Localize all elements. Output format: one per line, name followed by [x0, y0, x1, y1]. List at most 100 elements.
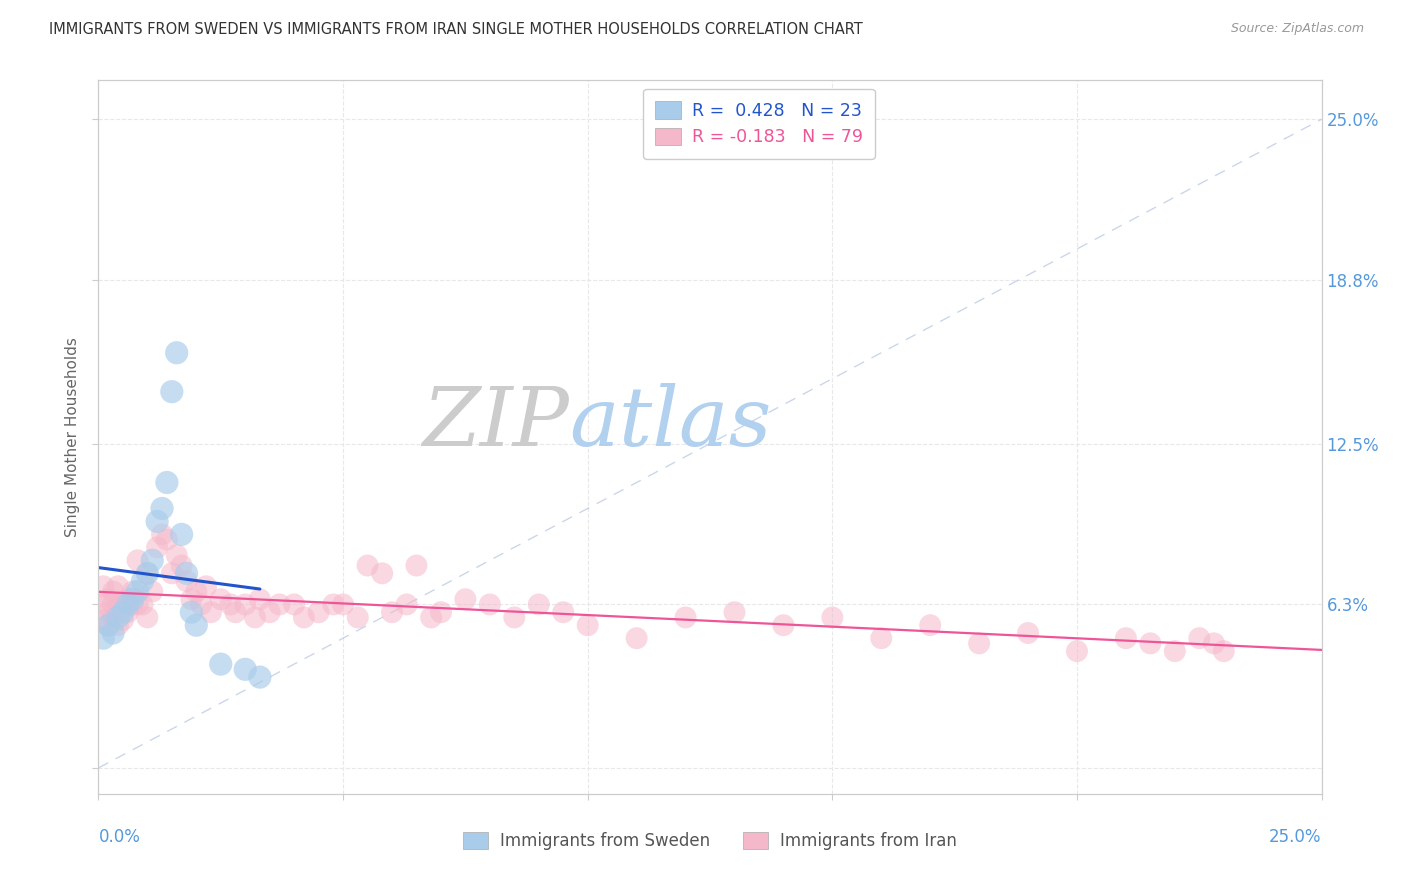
Text: IMMIGRANTS FROM SWEDEN VS IMMIGRANTS FROM IRAN SINGLE MOTHER HOUSEHOLDS CORRELAT: IMMIGRANTS FROM SWEDEN VS IMMIGRANTS FRO… — [49, 22, 863, 37]
Point — [259, 605, 281, 619]
Point — [111, 605, 134, 619]
Point — [131, 574, 153, 588]
Point — [405, 558, 427, 573]
Text: ZIP: ZIP — [422, 383, 569, 463]
Point — [186, 584, 208, 599]
Point — [160, 384, 183, 399]
Point — [97, 592, 120, 607]
Point — [420, 610, 443, 624]
Y-axis label: Single Mother Households: Single Mother Households — [65, 337, 80, 537]
Point — [127, 598, 149, 612]
Point — [371, 566, 394, 581]
Point — [283, 598, 305, 612]
Point — [346, 610, 368, 624]
Point — [553, 605, 575, 619]
Point — [107, 618, 129, 632]
Point — [97, 618, 120, 632]
Point — [166, 345, 188, 359]
Point — [170, 527, 193, 541]
Point — [292, 610, 315, 624]
Point — [141, 584, 163, 599]
Point — [101, 626, 124, 640]
Point — [127, 553, 149, 567]
Point — [136, 610, 159, 624]
Point — [121, 584, 143, 599]
Point — [97, 605, 120, 619]
Point — [200, 605, 222, 619]
Point — [626, 631, 648, 645]
Point — [131, 598, 153, 612]
Point — [166, 548, 188, 562]
Point — [101, 584, 124, 599]
Point — [224, 605, 246, 619]
Point — [107, 598, 129, 612]
Point — [150, 527, 173, 541]
Point — [356, 558, 378, 573]
Point — [219, 598, 242, 612]
Point — [381, 605, 404, 619]
Point — [107, 579, 129, 593]
Point — [1115, 631, 1137, 645]
Point — [503, 610, 526, 624]
Point — [141, 553, 163, 567]
Point — [121, 592, 143, 607]
Point — [478, 598, 501, 612]
Point — [675, 610, 697, 624]
Point — [156, 533, 179, 547]
Point — [1017, 626, 1039, 640]
Point — [101, 598, 124, 612]
Point — [249, 592, 271, 607]
Point — [97, 618, 120, 632]
Point — [430, 605, 453, 619]
Point — [170, 558, 193, 573]
Point — [233, 662, 256, 676]
Point — [91, 631, 114, 645]
Point — [91, 579, 114, 593]
Point — [121, 598, 143, 612]
Point — [111, 598, 134, 612]
Point — [156, 475, 179, 490]
Point — [101, 610, 124, 624]
Point — [249, 670, 271, 684]
Point — [107, 610, 129, 624]
Text: 25.0%: 25.0% — [1270, 828, 1322, 846]
Point — [160, 566, 183, 581]
Text: atlas: atlas — [569, 383, 772, 463]
Point — [1139, 636, 1161, 650]
Point — [190, 598, 212, 612]
Point — [180, 605, 202, 619]
Point — [195, 579, 218, 593]
Point — [870, 631, 893, 645]
Point — [117, 598, 139, 612]
Point — [176, 574, 198, 588]
Point — [136, 566, 159, 581]
Point — [243, 610, 266, 624]
Point — [117, 592, 139, 607]
Point — [91, 598, 114, 612]
Point — [136, 566, 159, 581]
Point — [209, 592, 232, 607]
Point — [150, 501, 173, 516]
Point — [176, 566, 198, 581]
Text: 0.0%: 0.0% — [98, 828, 141, 846]
Point — [127, 584, 149, 599]
Point — [332, 598, 354, 612]
Point — [1188, 631, 1211, 645]
Legend: Immigrants from Sweden, Immigrants from Iran: Immigrants from Sweden, Immigrants from … — [453, 822, 967, 861]
Point — [1066, 644, 1088, 658]
Point — [395, 598, 418, 612]
Point — [1164, 644, 1187, 658]
Point — [772, 618, 794, 632]
Point — [186, 618, 208, 632]
Point — [967, 636, 990, 650]
Point — [269, 598, 291, 612]
Point — [1212, 644, 1234, 658]
Point — [821, 610, 844, 624]
Point — [920, 618, 942, 632]
Point — [146, 541, 169, 555]
Point — [454, 592, 477, 607]
Text: Source: ZipAtlas.com: Source: ZipAtlas.com — [1230, 22, 1364, 36]
Point — [146, 515, 169, 529]
Point — [111, 613, 134, 627]
Point — [527, 598, 550, 612]
